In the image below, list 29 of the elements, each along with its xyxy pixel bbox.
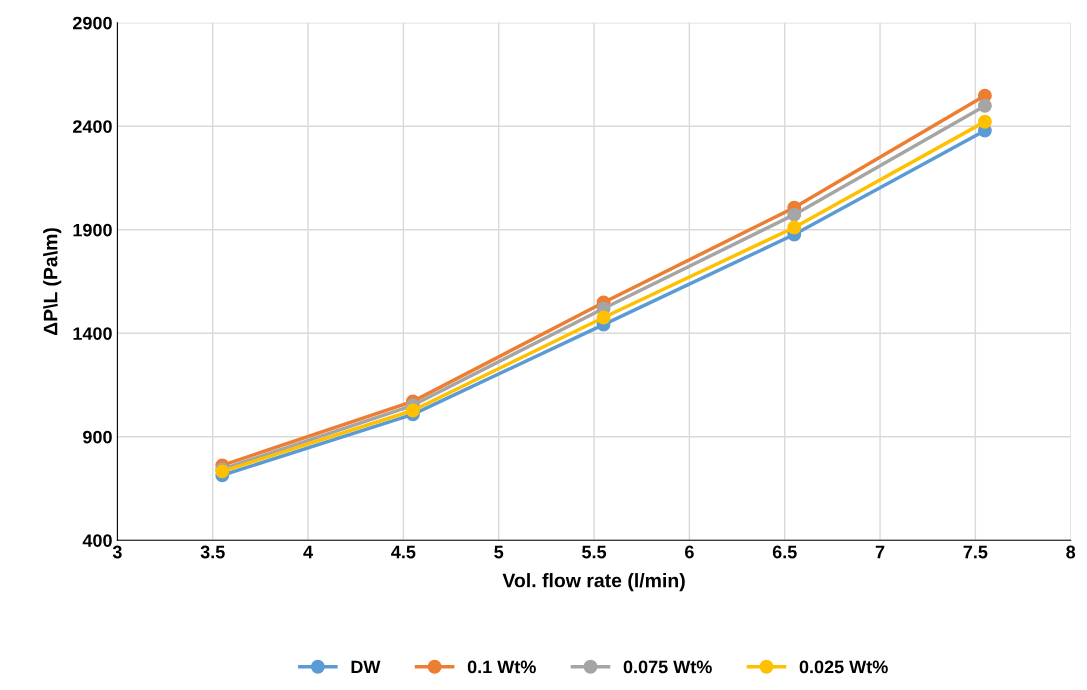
y-tick-label: 400 — [82, 534, 112, 547]
point — [787, 220, 802, 235]
x-tick-label: 4.5 — [391, 545, 416, 559]
y-tick-label: 1900 — [73, 223, 112, 237]
y-tick-label: 900 — [83, 430, 112, 444]
point — [405, 403, 420, 418]
point — [977, 114, 992, 129]
y-axis-title: ΔP\L (Pa\m) — [43, 228, 62, 336]
x-tick-label: 5 — [494, 545, 504, 559]
y-tick-label: 2900 — [73, 16, 112, 30]
x-tick-label: 7 — [875, 545, 885, 559]
y-tick-label: 2400 — [73, 120, 112, 133]
point — [977, 98, 992, 113]
x-tick-label: 8 — [1066, 545, 1076, 559]
legend-label: 0.025 Wt% — [799, 660, 888, 674]
x-tick-label: 3.5 — [200, 545, 225, 559]
y-tick-label: 1400 — [73, 327, 112, 340]
x-tick-label: 4 — [303, 545, 313, 559]
point — [596, 310, 611, 325]
x-tick-label: 7.5 — [963, 545, 988, 559]
point — [787, 207, 802, 222]
x-tick-label: 6.5 — [772, 545, 797, 559]
legend-label: DW — [351, 660, 381, 674]
x-axis-title: Vol. flow rate (l/min) — [502, 573, 685, 592]
x-tick-label: 6 — [685, 545, 694, 559]
x-tick-label: 5.5 — [582, 545, 607, 559]
x-tick-label: 3 — [112, 545, 122, 559]
legend-label: 0.075 Wt% — [623, 660, 712, 674]
legend-label: 0.1 Wt% — [467, 660, 536, 674]
